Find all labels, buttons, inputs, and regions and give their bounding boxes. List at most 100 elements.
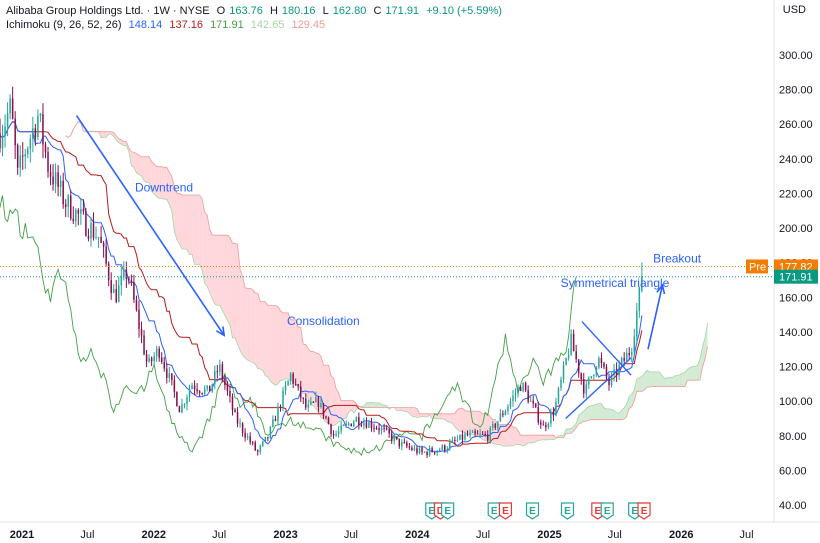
bull-cloud-segment — [616, 412, 620, 420]
down-candle — [421, 448, 423, 453]
bull-cloud-segment — [371, 402, 375, 408]
bear-cloud-segment — [528, 435, 531, 443]
up-candle — [155, 348, 158, 357]
bear-cloud-segment — [439, 413, 443, 419]
up-candle — [27, 148, 29, 154]
up-candle — [277, 406, 279, 422]
event-marker[interactable] — [525, 502, 540, 520]
up-candle — [153, 356, 155, 362]
bear-cloud-segment — [285, 312, 289, 379]
currency-label[interactable]: USD — [782, 4, 806, 16]
breakout-arrow[interactable] — [647, 285, 664, 350]
down-candle — [454, 439, 456, 441]
up-candle — [489, 427, 492, 441]
down-candle — [138, 309, 140, 330]
bear-cloud-segment — [404, 407, 407, 412]
up-candle — [620, 357, 623, 365]
bear-cloud-segment — [477, 411, 481, 438]
up-candle — [512, 395, 514, 402]
bear-cloud-segment — [187, 194, 190, 255]
bear-cloud-segment — [207, 214, 210, 293]
event-marker-label: E — [594, 506, 601, 517]
down-candle — [580, 373, 582, 380]
up-candle — [560, 379, 562, 388]
bear-cloud-segment — [237, 244, 241, 351]
down-candle — [403, 442, 406, 444]
down-candle — [534, 403, 537, 408]
bull-cloud-segment — [664, 377, 668, 387]
bear-cloud-segment — [308, 348, 311, 405]
up-candle — [54, 172, 57, 185]
event-marker-label: E — [502, 506, 509, 517]
down-candle — [332, 434, 335, 436]
up-candle — [595, 367, 598, 375]
bear-cloud-segment — [169, 172, 172, 212]
down-candle — [82, 209, 85, 212]
downtrend-arrow-head — [216, 326, 226, 337]
down-candle — [193, 385, 196, 390]
price-tick-label: 200.00 — [779, 223, 813, 235]
bull-cloud-segment — [626, 396, 630, 417]
bear-cloud-segment — [533, 435, 536, 443]
time-tick-label: Jul — [212, 529, 226, 541]
bull-cloud-segment — [639, 376, 642, 392]
down-candle — [623, 357, 625, 361]
pre-market-tag — [746, 259, 768, 274]
down-candle — [107, 263, 110, 281]
event-marker[interactable] — [600, 502, 614, 520]
bear-cloud-segment — [351, 400, 354, 414]
event-marker[interactable] — [637, 502, 651, 520]
event-marker[interactable] — [560, 502, 575, 520]
down-candle — [236, 412, 239, 424]
bull-cloud-segment — [641, 373, 645, 392]
bear-cloud-segment — [242, 276, 246, 359]
up-candle — [522, 382, 524, 391]
bear-cloud-segment — [204, 212, 208, 287]
bull-cloud-segment — [588, 405, 592, 421]
bear-cloud-segment — [166, 167, 170, 205]
down-candle — [201, 393, 203, 395]
downtrend-arrow[interactable] — [75, 115, 225, 336]
triangle-lower-line[interactable] — [565, 357, 632, 419]
event-marker[interactable] — [441, 502, 455, 520]
up-candle — [320, 403, 322, 408]
up-candle — [345, 423, 347, 426]
down-candle — [14, 118, 16, 146]
down-candle — [628, 352, 630, 356]
up-candle — [188, 389, 191, 398]
down-candle — [173, 380, 176, 393]
price-tick-label: 280.00 — [779, 85, 813, 97]
up-candle — [588, 378, 590, 385]
change-value: +9.10 (+5.59%) — [426, 5, 502, 17]
up-candle — [284, 385, 287, 391]
bear-cloud-segment — [255, 293, 258, 369]
down-candle — [133, 282, 135, 300]
up-candle — [97, 236, 100, 238]
bull-cloud-segment — [649, 371, 652, 388]
last-price-badge — [774, 269, 818, 284]
time-tick-label: 2022 — [142, 529, 166, 541]
bear-cloud-segment — [174, 186, 177, 240]
annotation-breakout: Breakout — [653, 252, 702, 266]
event-marker[interactable] — [498, 502, 513, 520]
bull-cloud-segment — [568, 428, 572, 434]
up-candle — [631, 352, 633, 356]
ichimoku-span-b-line — [65, 120, 708, 439]
down-candle — [135, 299, 138, 310]
up-candle — [75, 209, 77, 222]
bear-cloud-segment — [325, 365, 329, 424]
up-candle — [337, 430, 340, 434]
bear-cloud-segment — [176, 193, 180, 244]
bear-cloud-segment — [171, 176, 175, 232]
down-candle — [524, 382, 527, 391]
up-candle — [203, 388, 206, 394]
time-axis: 2021 Jul 2022 Jul 2023 Jul 2024 Jul 2025 Jul 2026 J… — [10, 529, 754, 541]
event-marker[interactable] — [487, 502, 501, 520]
down-candle — [57, 172, 59, 187]
indicator-name: Ichimoku (9, 26, 52, 26) — [6, 19, 122, 31]
bull-cloud-segment — [376, 402, 380, 408]
up-candle — [393, 436, 395, 441]
down-candle — [577, 359, 580, 374]
down-candle — [466, 434, 469, 436]
